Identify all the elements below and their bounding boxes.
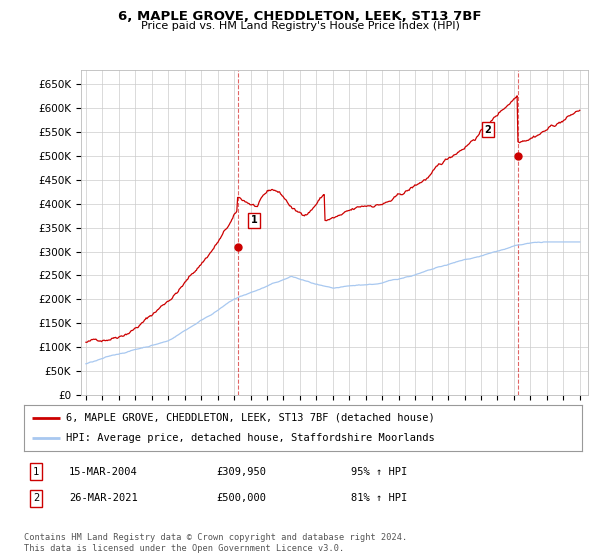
Text: 2: 2 [33,493,39,503]
Text: Contains HM Land Registry data © Crown copyright and database right 2024.
This d: Contains HM Land Registry data © Crown c… [24,533,407,553]
Text: 1: 1 [251,216,257,226]
Text: 81% ↑ HPI: 81% ↑ HPI [351,493,407,503]
Text: Price paid vs. HM Land Registry's House Price Index (HPI): Price paid vs. HM Land Registry's House … [140,21,460,31]
Text: 1: 1 [33,466,39,477]
Text: 6, MAPLE GROVE, CHEDDLETON, LEEK, ST13 7BF: 6, MAPLE GROVE, CHEDDLETON, LEEK, ST13 7… [118,10,482,23]
Text: 95% ↑ HPI: 95% ↑ HPI [351,466,407,477]
Text: £309,950: £309,950 [216,466,266,477]
Text: £500,000: £500,000 [216,493,266,503]
Text: 2: 2 [485,125,491,135]
Text: 6, MAPLE GROVE, CHEDDLETON, LEEK, ST13 7BF (detached house): 6, MAPLE GROVE, CHEDDLETON, LEEK, ST13 7… [66,413,434,423]
Text: HPI: Average price, detached house, Staffordshire Moorlands: HPI: Average price, detached house, Staf… [66,433,434,443]
Text: 26-MAR-2021: 26-MAR-2021 [69,493,138,503]
Text: 15-MAR-2004: 15-MAR-2004 [69,466,138,477]
